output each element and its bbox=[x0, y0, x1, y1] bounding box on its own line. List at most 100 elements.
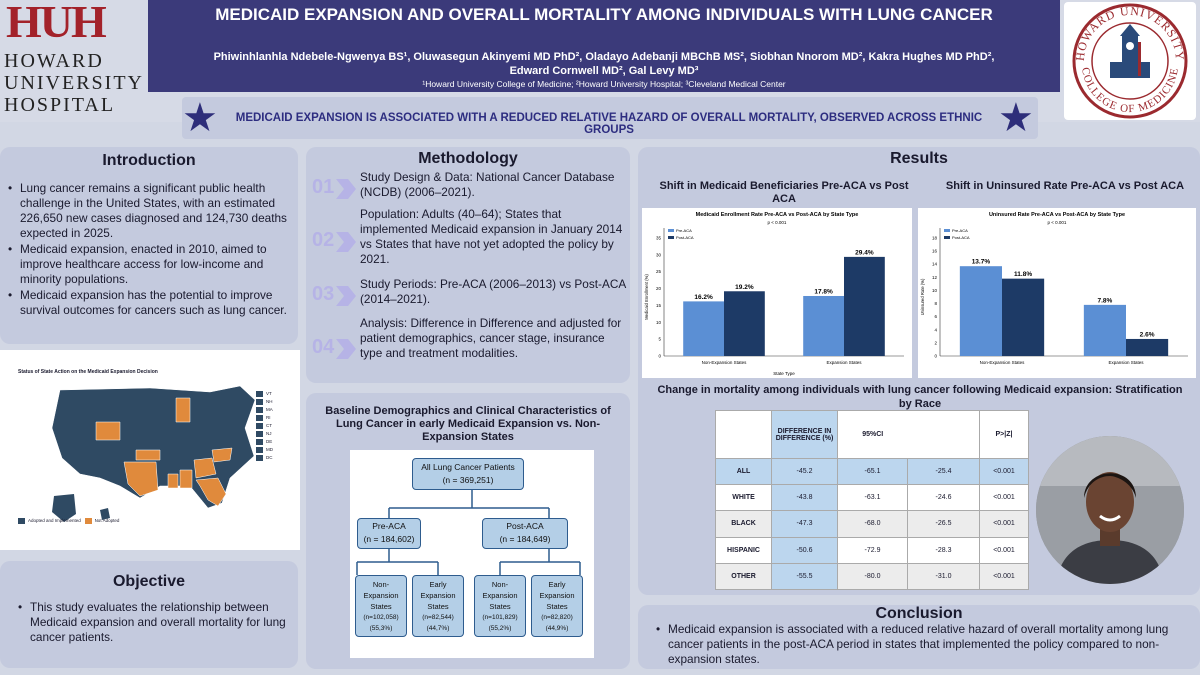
data-label: 11.8% bbox=[1014, 271, 1032, 278]
y-tick-label: 18 bbox=[932, 236, 938, 241]
y-tick-label: 14 bbox=[932, 262, 938, 267]
legend-swatch bbox=[944, 236, 950, 239]
legend-label: Pre-ACA bbox=[676, 228, 692, 233]
y-tick-label: 20 bbox=[656, 286, 662, 291]
bar bbox=[683, 301, 724, 356]
uninsured-chart-subtitle: Shift in Uninsured Rate Pre-ACA vs Post … bbox=[945, 180, 1185, 192]
flowchart: All Lung Cancer Patients (n = 369,251) Pr… bbox=[350, 450, 594, 658]
key-finding-text: MEDICAID EXPANSION IS ASSOCIATED WITH A … bbox=[235, 112, 983, 136]
bar bbox=[844, 256, 885, 356]
authors: Phiwinhlanhla Ndebele-Ngwenya BS¹, Oluwa… bbox=[213, 51, 995, 77]
star-icon: ★ bbox=[998, 96, 1034, 140]
flow-leaf-box: Early Expansion States (n=82,820) (44,9%) bbox=[531, 575, 583, 637]
medicaid-enrollment-chart: Medicaid Enrollment Rate Pre-ACA vs Post… bbox=[642, 208, 912, 378]
y-tick-label: 4 bbox=[934, 327, 937, 332]
introduction-heading: Introduction bbox=[102, 152, 196, 169]
flow-pre-aca-box: Pre-ACA (n = 184,602) bbox=[357, 518, 421, 549]
legend-label: Post-ACA bbox=[952, 235, 970, 240]
chart-subtitle: p < 0.001 bbox=[768, 220, 787, 225]
table-row: WHITE -43.8 -63.1 -24.6 <0.001 bbox=[715, 484, 1029, 512]
list-item: Lung cancer remains a significant public… bbox=[6, 181, 294, 241]
key-finding-banner bbox=[182, 97, 1038, 139]
mortality-table-title: Change in mortality among individuals wi… bbox=[657, 384, 1183, 410]
results-heading: Results bbox=[890, 150, 948, 167]
bar bbox=[959, 266, 1002, 356]
medicaid-chart-svg: Medicaid Enrollment Rate Pre-ACA vs Post… bbox=[644, 212, 904, 376]
baseline-title: Baseline Demographics and Clinical Chara… bbox=[325, 405, 611, 443]
poster-title: MEDICAID EXPANSION AND OVERALL MORTALITY… bbox=[215, 5, 993, 24]
legend-swatch bbox=[668, 229, 674, 232]
legend-label: Pre-ACA bbox=[952, 228, 968, 233]
y-tick-label: 8 bbox=[934, 301, 937, 306]
data-label: 29.4% bbox=[855, 249, 874, 256]
huh-logo-mark: HUH bbox=[6, 0, 107, 47]
methodology-panel bbox=[306, 147, 630, 383]
y-tick-label: 12 bbox=[932, 275, 938, 280]
x-axis-label: State Type bbox=[773, 371, 795, 376]
flow-leaf-box: Non- Expansion States (n=102,058) (55,3%) bbox=[355, 575, 407, 637]
huh-logo-text: HOWARD UNIVERSITY HOSPITAL bbox=[4, 50, 144, 116]
uninsured-chart-svg: Uninsured Rate Pre-ACA vs Post-ACA by St… bbox=[920, 212, 1188, 365]
bar bbox=[724, 291, 765, 356]
chart-subtitle: p < 0.001 bbox=[1048, 220, 1067, 225]
title-band bbox=[148, 0, 1060, 92]
table-row: BLACK -47.3 -68.0 -26.5 <0.001 bbox=[715, 510, 1029, 538]
bar bbox=[1002, 278, 1045, 356]
chart-title: Medicaid Enrollment Rate Pre-ACA vs Post… bbox=[696, 212, 859, 218]
map-title: Status of State Action on the Medicaid E… bbox=[18, 369, 158, 375]
college-seal-logo: HOWARD UNIVERSITY COLLEGE OF MEDICINE bbox=[1064, 2, 1196, 120]
list-item: Medicaid expansion is associated with a … bbox=[654, 622, 1190, 667]
medicaid-chart-subtitle: Shift in Medicaid Beneficiaries Pre-ACA … bbox=[659, 180, 909, 205]
flow-leaf-box: Early Expansion States (n=82,544) (44,7%) bbox=[412, 575, 464, 637]
x-tick-label: Non-Expansion States bbox=[702, 360, 748, 365]
flow-leaf-box: Non- Expansion States (n=101,829) (55,2%) bbox=[474, 575, 526, 637]
y-tick-label: 5 bbox=[658, 337, 661, 342]
uninsured-rate-chart: Uninsured Rate Pre-ACA vs Post-ACA by St… bbox=[918, 208, 1196, 378]
y-axis-label: Uninsured Rate (%) bbox=[920, 278, 925, 315]
chevron-right-icon bbox=[336, 339, 356, 359]
presenter-avatar bbox=[1036, 436, 1184, 584]
data-label: 2.6% bbox=[1140, 331, 1155, 338]
medicaid-map-panel: Status of State Action on the Medicaid E… bbox=[0, 350, 300, 550]
y-tick-label: 35 bbox=[656, 236, 662, 241]
data-label: 7.8% bbox=[1098, 297, 1113, 304]
table-header-row: DIFFERENCE IN DIFFERENCE (%) 95%CI P>|Z| bbox=[715, 410, 1029, 459]
chevron-right-icon bbox=[336, 286, 356, 306]
bar bbox=[1126, 338, 1169, 356]
table-row: HISPANIC -50.6 -72.9 -28.3 <0.001 bbox=[715, 536, 1029, 564]
list-item: Medicaid expansion has the potential to … bbox=[6, 288, 294, 318]
list-item: This study evaluates the relationship be… bbox=[16, 600, 286, 645]
us-map bbox=[51, 385, 256, 522]
presenter-video bbox=[1036, 436, 1184, 584]
y-tick-label: 30 bbox=[656, 252, 662, 257]
y-tick-label: 10 bbox=[656, 320, 662, 325]
y-tick-label: 16 bbox=[932, 249, 938, 254]
y-tick-label: 6 bbox=[934, 314, 937, 319]
bar bbox=[803, 295, 844, 356]
mortality-table: DIFFERENCE IN DIFFERENCE (%) 95%CI P>|Z|… bbox=[715, 410, 1029, 591]
data-label: 16.2% bbox=[694, 294, 713, 301]
data-label: 13.7% bbox=[972, 259, 991, 266]
table-row: ALL -45.2 -65.1 -25.4 <0.001 bbox=[715, 457, 1029, 486]
y-tick-label: 10 bbox=[932, 288, 938, 293]
legend-swatch bbox=[944, 229, 950, 232]
flow-root-box: All Lung Cancer Patients (n = 369,251) bbox=[412, 458, 524, 490]
chart-title: Uninsured Rate Pre-ACA vs Post-ACA by St… bbox=[989, 212, 1125, 218]
y-axis-label: Medicaid Enrollment (%) bbox=[644, 274, 649, 320]
x-tick-label: Expansion States bbox=[1108, 360, 1144, 365]
x-tick-label: Non-Expansion States bbox=[980, 360, 1026, 365]
conclusion-heading: Conclusion bbox=[875, 605, 963, 622]
mortality-table-grid: DIFFERENCE IN DIFFERENCE (%) 95%CI P>|Z|… bbox=[715, 410, 1029, 591]
list-item: Medicaid expansion, enacted in 2010, aim… bbox=[6, 242, 294, 287]
data-label: 19.2% bbox=[735, 284, 754, 291]
map-legend: Adopted and Implemented Not Adopted bbox=[18, 518, 119, 524]
y-tick-label: 15 bbox=[656, 303, 662, 308]
y-tick-label: 0 bbox=[934, 354, 937, 359]
introduction-list: Lung cancer remains a significant public… bbox=[6, 181, 294, 319]
bar bbox=[1083, 304, 1126, 356]
y-tick-label: 2 bbox=[934, 340, 937, 345]
chevron-right-icon bbox=[336, 232, 356, 252]
star-icon: ★ bbox=[182, 96, 218, 140]
y-tick-label: 25 bbox=[656, 269, 662, 274]
